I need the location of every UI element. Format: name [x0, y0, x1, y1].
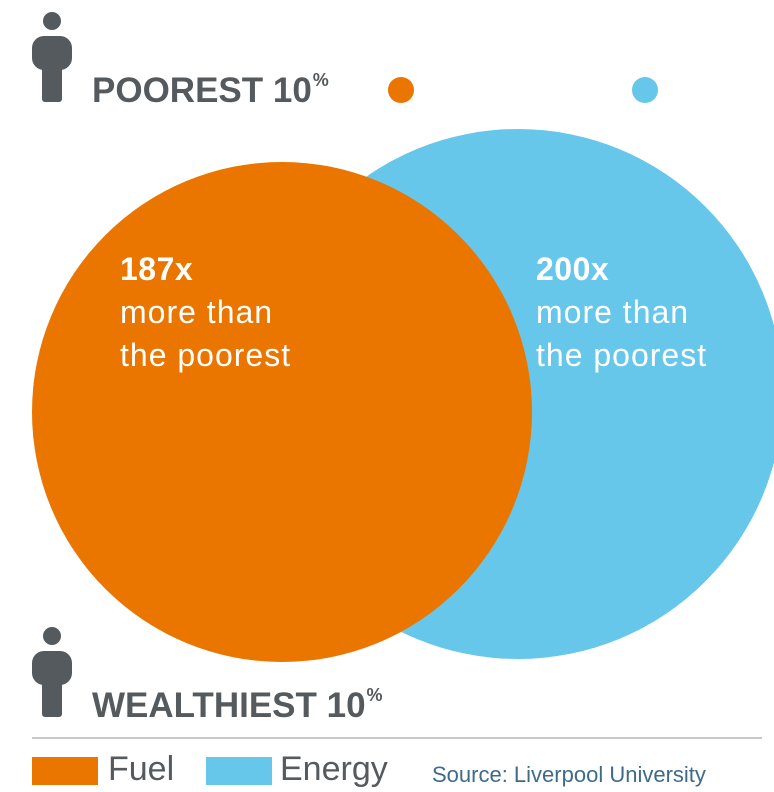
- wealthiest-label: WEALTHIEST 10%: [92, 685, 383, 725]
- energy-dot: [632, 77, 658, 103]
- fuel-description-line2: the poorest: [120, 337, 292, 373]
- energy-description-line1: more than: [536, 294, 690, 330]
- energy-multiplier: 200x: [536, 251, 610, 287]
- poorest-label: POOREST 10%: [92, 70, 329, 110]
- legend-label-fuel: Fuel: [108, 750, 175, 788]
- divider: [32, 737, 762, 739]
- source-credit: Source: Liverpool University: [432, 762, 706, 787]
- energy-circle-text: 200x more than the poorest: [536, 248, 707, 377]
- legend-swatch-energy: [206, 757, 272, 785]
- energy-description-line2: the poorest: [536, 337, 708, 373]
- fuel-dot: [388, 77, 414, 103]
- person-icon: [32, 627, 72, 717]
- person-icon: [32, 12, 72, 102]
- fuel-circle-text: 187x more than the poorest: [120, 248, 291, 377]
- fuel-description-line1: more than: [120, 294, 274, 330]
- fuel-circle: [32, 162, 532, 662]
- legend-swatch-fuel: [32, 757, 98, 785]
- fuel-multiplier: 187x: [120, 251, 194, 287]
- legend-label-energy: Energy: [280, 750, 388, 788]
